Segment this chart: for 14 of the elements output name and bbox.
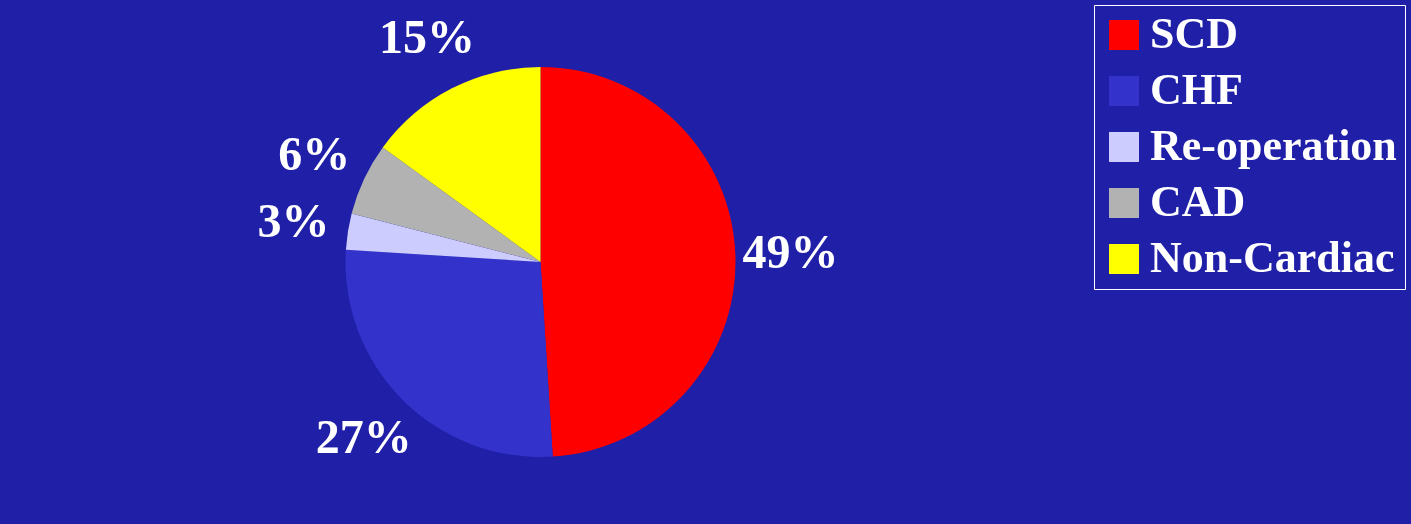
data-label: 6%: [278, 126, 351, 180]
legend-label: Non-Cardiac: [1150, 233, 1395, 282]
pie-slice: [345, 213, 541, 262]
pie-slice: [351, 147, 541, 262]
pie-slice: [540, 67, 736, 457]
legend-label: Re-operation: [1150, 121, 1397, 170]
legend-label: CHF: [1150, 65, 1243, 114]
data-label: 49%: [742, 225, 839, 279]
legend-label: CAD: [1150, 177, 1246, 226]
legend-label: SCD: [1150, 9, 1239, 58]
data-label: 27%: [315, 409, 412, 463]
data-label: 15%: [379, 10, 475, 64]
pie-slice: [382, 67, 541, 262]
data-label: 3%: [257, 193, 330, 247]
